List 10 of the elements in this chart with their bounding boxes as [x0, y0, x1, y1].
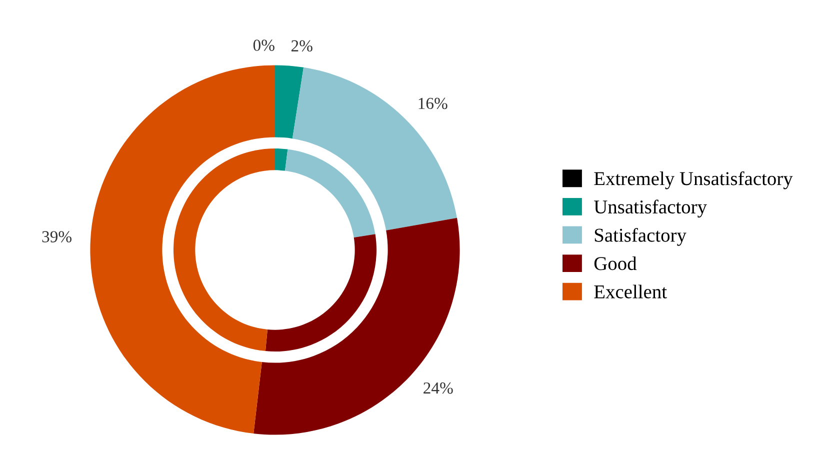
legend-label: Unsatisfactory	[594, 200, 707, 218]
data-label: 16%	[418, 98, 448, 110]
data-label: 2%	[291, 40, 312, 52]
legend-label: Satisfactory	[594, 228, 686, 246]
legend-label: Excellent	[594, 284, 667, 298]
data-label: 24%	[424, 382, 453, 394]
legend-label: Good	[594, 256, 637, 270]
text: 0%	[253, 40, 274, 51]
data-label: 39%	[42, 231, 72, 242]
legend-label: Extremely Unsatisfactory	[594, 171, 793, 190]
